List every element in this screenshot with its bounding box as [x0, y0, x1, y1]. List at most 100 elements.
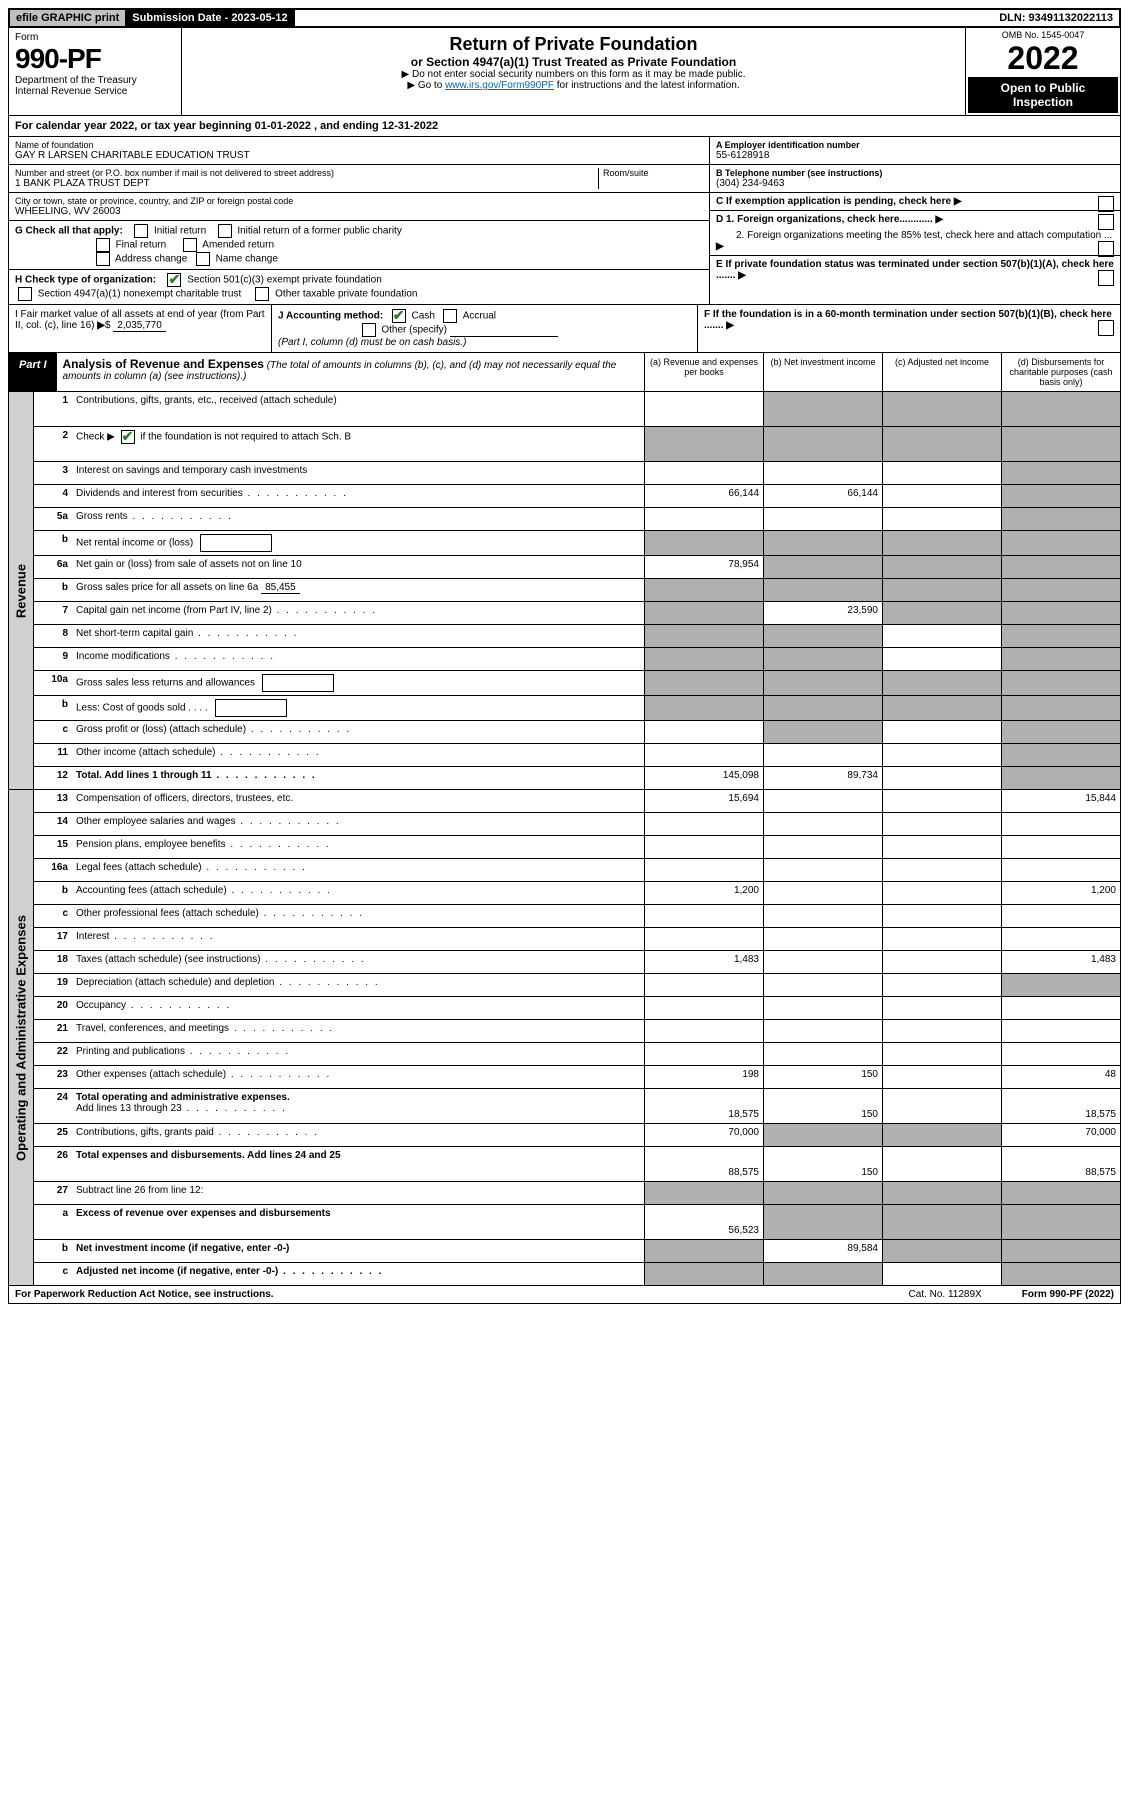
section-h: H Check type of organization: Section 50…	[9, 270, 709, 304]
address-change-checkbox[interactable]	[96, 252, 110, 266]
section-d: D 1. Foreign organizations, check here..…	[710, 211, 1120, 256]
line-1: 1 Contributions, gifts, grants, etc., re…	[34, 392, 1120, 427]
net-rental-box[interactable]	[200, 534, 272, 552]
part1-header: Part I Analysis of Revenue and Expenses …	[8, 353, 1121, 392]
line-20: 20 Occupancy	[34, 997, 1120, 1020]
address-cell: Number and street (or P.O. box number if…	[9, 165, 709, 193]
line-27b: b Net investment income (if negative, en…	[34, 1240, 1120, 1263]
section-f: F If the foundation is in a 60-month ter…	[697, 305, 1120, 352]
info-grid: Name of foundation GAY R LARSEN CHARITAB…	[8, 137, 1121, 305]
line-2: 2 Check ▶ if the foundation is not requi…	[34, 427, 1120, 462]
fmv-value: 2,035,770	[113, 320, 166, 332]
line-27a: a Excess of revenue over expenses and di…	[34, 1205, 1120, 1240]
dept-label: Department of the Treasury	[15, 75, 175, 86]
line-18: 18 Taxes (attach schedule) (see instruct…	[34, 951, 1120, 974]
part1-label: Part I	[9, 353, 57, 391]
line-27: 27 Subtract line 26 from line 12:	[34, 1182, 1120, 1205]
final-return-checkbox[interactable]	[96, 238, 110, 252]
expenses-section: Operating and Administrative Expenses 13…	[8, 790, 1121, 1286]
form-number: 990-PF	[15, 43, 175, 75]
line-16a: 16a Legal fees (attach schedule)	[34, 859, 1120, 882]
line-10a: 10a Gross sales less returns and allowan…	[34, 671, 1120, 696]
note-1: ▶ Do not enter social security numbers o…	[188, 69, 959, 80]
foundation-name: GAY R LARSEN CHARITABLE EDUCATION TRUST	[15, 150, 703, 161]
telephone-value: (304) 234-9463	[716, 178, 1114, 189]
calendar-year-row: For calendar year 2022, or tax year begi…	[8, 116, 1121, 137]
col-d-header: (d) Disbursements for charitable purpose…	[1001, 353, 1120, 391]
inspection-box: Open to Public Inspection	[968, 77, 1118, 113]
foreign-org-checkbox[interactable]	[1098, 214, 1114, 230]
501c3-checkbox[interactable]	[167, 273, 181, 287]
submission-date: Submission Date - 2023-05-12	[126, 10, 294, 26]
line-16c: c Other professional fees (attach schedu…	[34, 905, 1120, 928]
note-2: ▶ Go to www.irs.gov/Form990PF for instru…	[188, 80, 959, 91]
gross-sales-6a: 85,455	[261, 582, 300, 594]
line-6a: 6a Net gain or (loss) from sale of asset…	[34, 556, 1120, 579]
line-3: 3 Interest on savings and temporary cash…	[34, 462, 1120, 485]
section-i: I Fair market value of all assets at end…	[9, 305, 272, 352]
street-address: 1 BANK PLAZA TRUST DEPT	[15, 178, 598, 189]
section-j: J Accounting method: Cash Accrual Other …	[272, 305, 697, 352]
line-27c: c Adjusted net income (if negative, ente…	[34, 1263, 1120, 1285]
expenses-side-label: Operating and Administrative Expenses	[9, 790, 34, 1285]
form-ref: Form 990-PF (2022)	[1022, 1289, 1114, 1300]
info-left: Name of foundation GAY R LARSEN CHARITAB…	[9, 137, 709, 304]
header-left: Form 990-PF Department of the Treasury I…	[9, 28, 182, 115]
foreign-85-checkbox[interactable]	[1098, 241, 1114, 257]
info-right: A Employer identification number 55-6128…	[709, 137, 1120, 304]
cat-number: Cat. No. 11289X	[909, 1289, 982, 1300]
name-change-checkbox[interactable]	[196, 252, 210, 266]
line-12: 12 Total. Add lines 1 through 11 145,098…	[34, 767, 1120, 789]
other-taxable-checkbox[interactable]	[255, 287, 269, 301]
form990pf-link[interactable]: www.irs.gov/Form990PF	[445, 80, 554, 91]
begin-date: 01-01-2022	[255, 120, 311, 132]
form-subtitle: or Section 4947(a)(1) Trust Treated as P…	[188, 55, 959, 69]
col-b-header: (b) Net investment income	[763, 353, 882, 391]
initial-former-checkbox[interactable]	[218, 224, 232, 238]
line-4: 4 Dividends and interest from securities…	[34, 485, 1120, 508]
line-6b: b Gross sales price for all assets on li…	[34, 579, 1120, 602]
top-bar: efile GRAPHIC print Submission Date - 20…	[8, 8, 1121, 28]
line-25: 25 Contributions, gifts, grants paid 70,…	[34, 1124, 1120, 1147]
end-date: 12-31-2022	[382, 120, 438, 132]
status-terminated-checkbox[interactable]	[1098, 270, 1114, 286]
city-state-zip: WHEELING, WV 26003	[15, 206, 703, 217]
line-26: 26 Total expenses and disbursements. Add…	[34, 1147, 1120, 1182]
cash-checkbox[interactable]	[392, 309, 406, 323]
line-5b: b Net rental income or (loss)	[34, 531, 1120, 556]
city-cell: City or town, state or province, country…	[9, 193, 709, 221]
line-19: 19 Depreciation (attach schedule) and de…	[34, 974, 1120, 997]
gross-sales-box[interactable]	[262, 674, 334, 692]
sch-b-checkbox[interactable]	[121, 430, 135, 444]
revenue-side-label: Revenue	[9, 392, 34, 789]
4947-checkbox[interactable]	[18, 287, 32, 301]
part1-title-cell: Analysis of Revenue and Expenses (The to…	[57, 353, 644, 391]
cogs-box[interactable]	[215, 699, 287, 717]
line-13: 13 Compensation of officers, directors, …	[34, 790, 1120, 813]
initial-return-checkbox[interactable]	[134, 224, 148, 238]
line-9: 9 Income modifications	[34, 648, 1120, 671]
line-21: 21 Travel, conferences, and meetings	[34, 1020, 1120, 1043]
section-e: E If private foundation status was termi…	[710, 256, 1120, 284]
ein-cell: A Employer identification number 55-6128…	[710, 137, 1120, 165]
form-title: Return of Private Foundation	[188, 34, 959, 55]
header-center: Return of Private Foundation or Section …	[182, 28, 965, 115]
line-10c: c Gross profit or (loss) (attach schedul…	[34, 721, 1120, 744]
efile-label: efile GRAPHIC print	[10, 10, 126, 26]
header-right: OMB No. 1545-0047 2022 Open to Public In…	[965, 28, 1120, 115]
form-header: Form 990-PF Department of the Treasury I…	[8, 28, 1121, 116]
accrual-checkbox[interactable]	[443, 309, 457, 323]
other-method-checkbox[interactable]	[362, 323, 376, 337]
line-5a: 5a Gross rents	[34, 508, 1120, 531]
amended-return-checkbox[interactable]	[183, 238, 197, 252]
line-15: 15 Pension plans, employee benefits	[34, 836, 1120, 859]
line-8: 8 Net short-term capital gain	[34, 625, 1120, 648]
foundation-name-cell: Name of foundation GAY R LARSEN CHARITAB…	[9, 137, 709, 165]
line-10b: b Less: Cost of goods sold . . . .	[34, 696, 1120, 721]
paperwork-notice: For Paperwork Reduction Act Notice, see …	[15, 1289, 274, 1300]
line-14: 14 Other employee salaries and wages	[34, 813, 1120, 836]
60month-checkbox[interactable]	[1098, 320, 1114, 336]
form-label: Form	[15, 32, 175, 43]
dln-label: DLN: 93491132022113	[993, 10, 1119, 26]
exemption-pending-checkbox[interactable]	[1098, 196, 1114, 212]
